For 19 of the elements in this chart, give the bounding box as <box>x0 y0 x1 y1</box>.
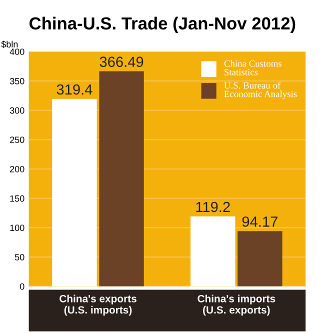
data-label: 94.17 <box>242 216 278 227</box>
x-tick-label: China's exports (U.S. imports) <box>60 294 136 316</box>
y-tick-label: 50 <box>14 254 24 260</box>
y-tick-label: 250 <box>10 136 24 144</box>
legend-label: U.S. Bureau of Economic Analysis <box>224 82 297 100</box>
y-tick-label: 400 <box>10 48 24 55</box>
y-tick-label: 200 <box>10 166 24 172</box>
y-tick-label: 150 <box>10 195 24 202</box>
y-axis-title: $bln <box>1 40 18 48</box>
legend-label: China Customs Statistics <box>224 60 282 76</box>
y-tick-label: 0 <box>20 283 24 290</box>
chart-title: China-U.S. Trade (Jan-Nov 2012) <box>30 16 296 33</box>
data-label: 119.2 <box>196 202 230 212</box>
data-label: 366.49 <box>100 56 144 68</box>
x-tick-label: China's imports (U.S. exports) <box>198 294 276 316</box>
y-tick-label: 300 <box>10 107 24 114</box>
y-tick-label: 350 <box>10 78 24 84</box>
data-label: 319.4 <box>56 84 92 95</box>
y-tick-label: 100 <box>10 224 24 232</box>
